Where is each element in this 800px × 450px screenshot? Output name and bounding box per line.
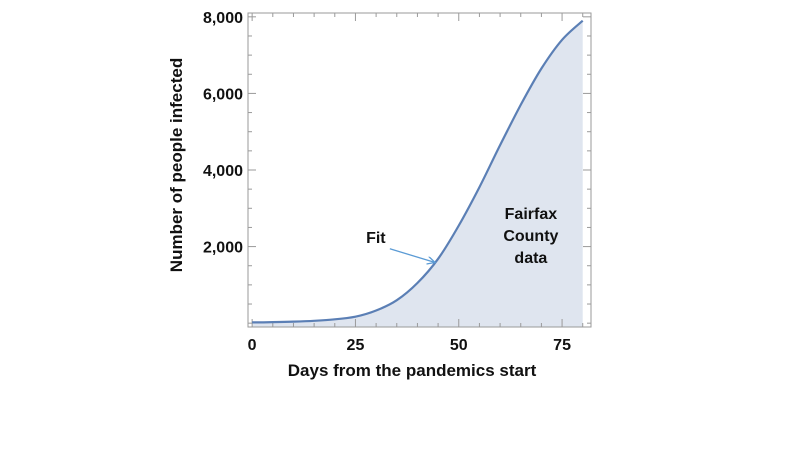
- plot-layer: 0 25 50 75 2,000 4,000 6,000 8,000 Fit Fairfax Cou…: [203, 10, 592, 354]
- x-tick-label: 25: [347, 337, 365, 354]
- x-tick-label: 0: [248, 337, 257, 354]
- y-tick-label: 8,000: [203, 10, 243, 27]
- fit-line: [252, 19, 584, 324]
- y-tick-label: 4,000: [203, 163, 243, 180]
- x-axis-label: Days from the pandemics start: [288, 361, 537, 380]
- y-axis-label: Number of people infected: [167, 58, 186, 272]
- fit-arrow: [389, 248, 435, 263]
- data-annotation: Fairfax County data: [503, 206, 558, 267]
- x-tick-label: 75: [553, 337, 571, 354]
- y-tick-label: 6,000: [203, 86, 243, 103]
- data-annotation-line: County: [503, 228, 558, 245]
- y-tick-label: 2,000: [203, 240, 243, 257]
- data-area: [252, 20, 583, 327]
- fit-annotation: Fit: [366, 230, 386, 247]
- x-tick-label: 50: [450, 337, 468, 354]
- data-annotation-line: data: [514, 250, 547, 267]
- data-annotation-line: Fairfax: [505, 206, 558, 223]
